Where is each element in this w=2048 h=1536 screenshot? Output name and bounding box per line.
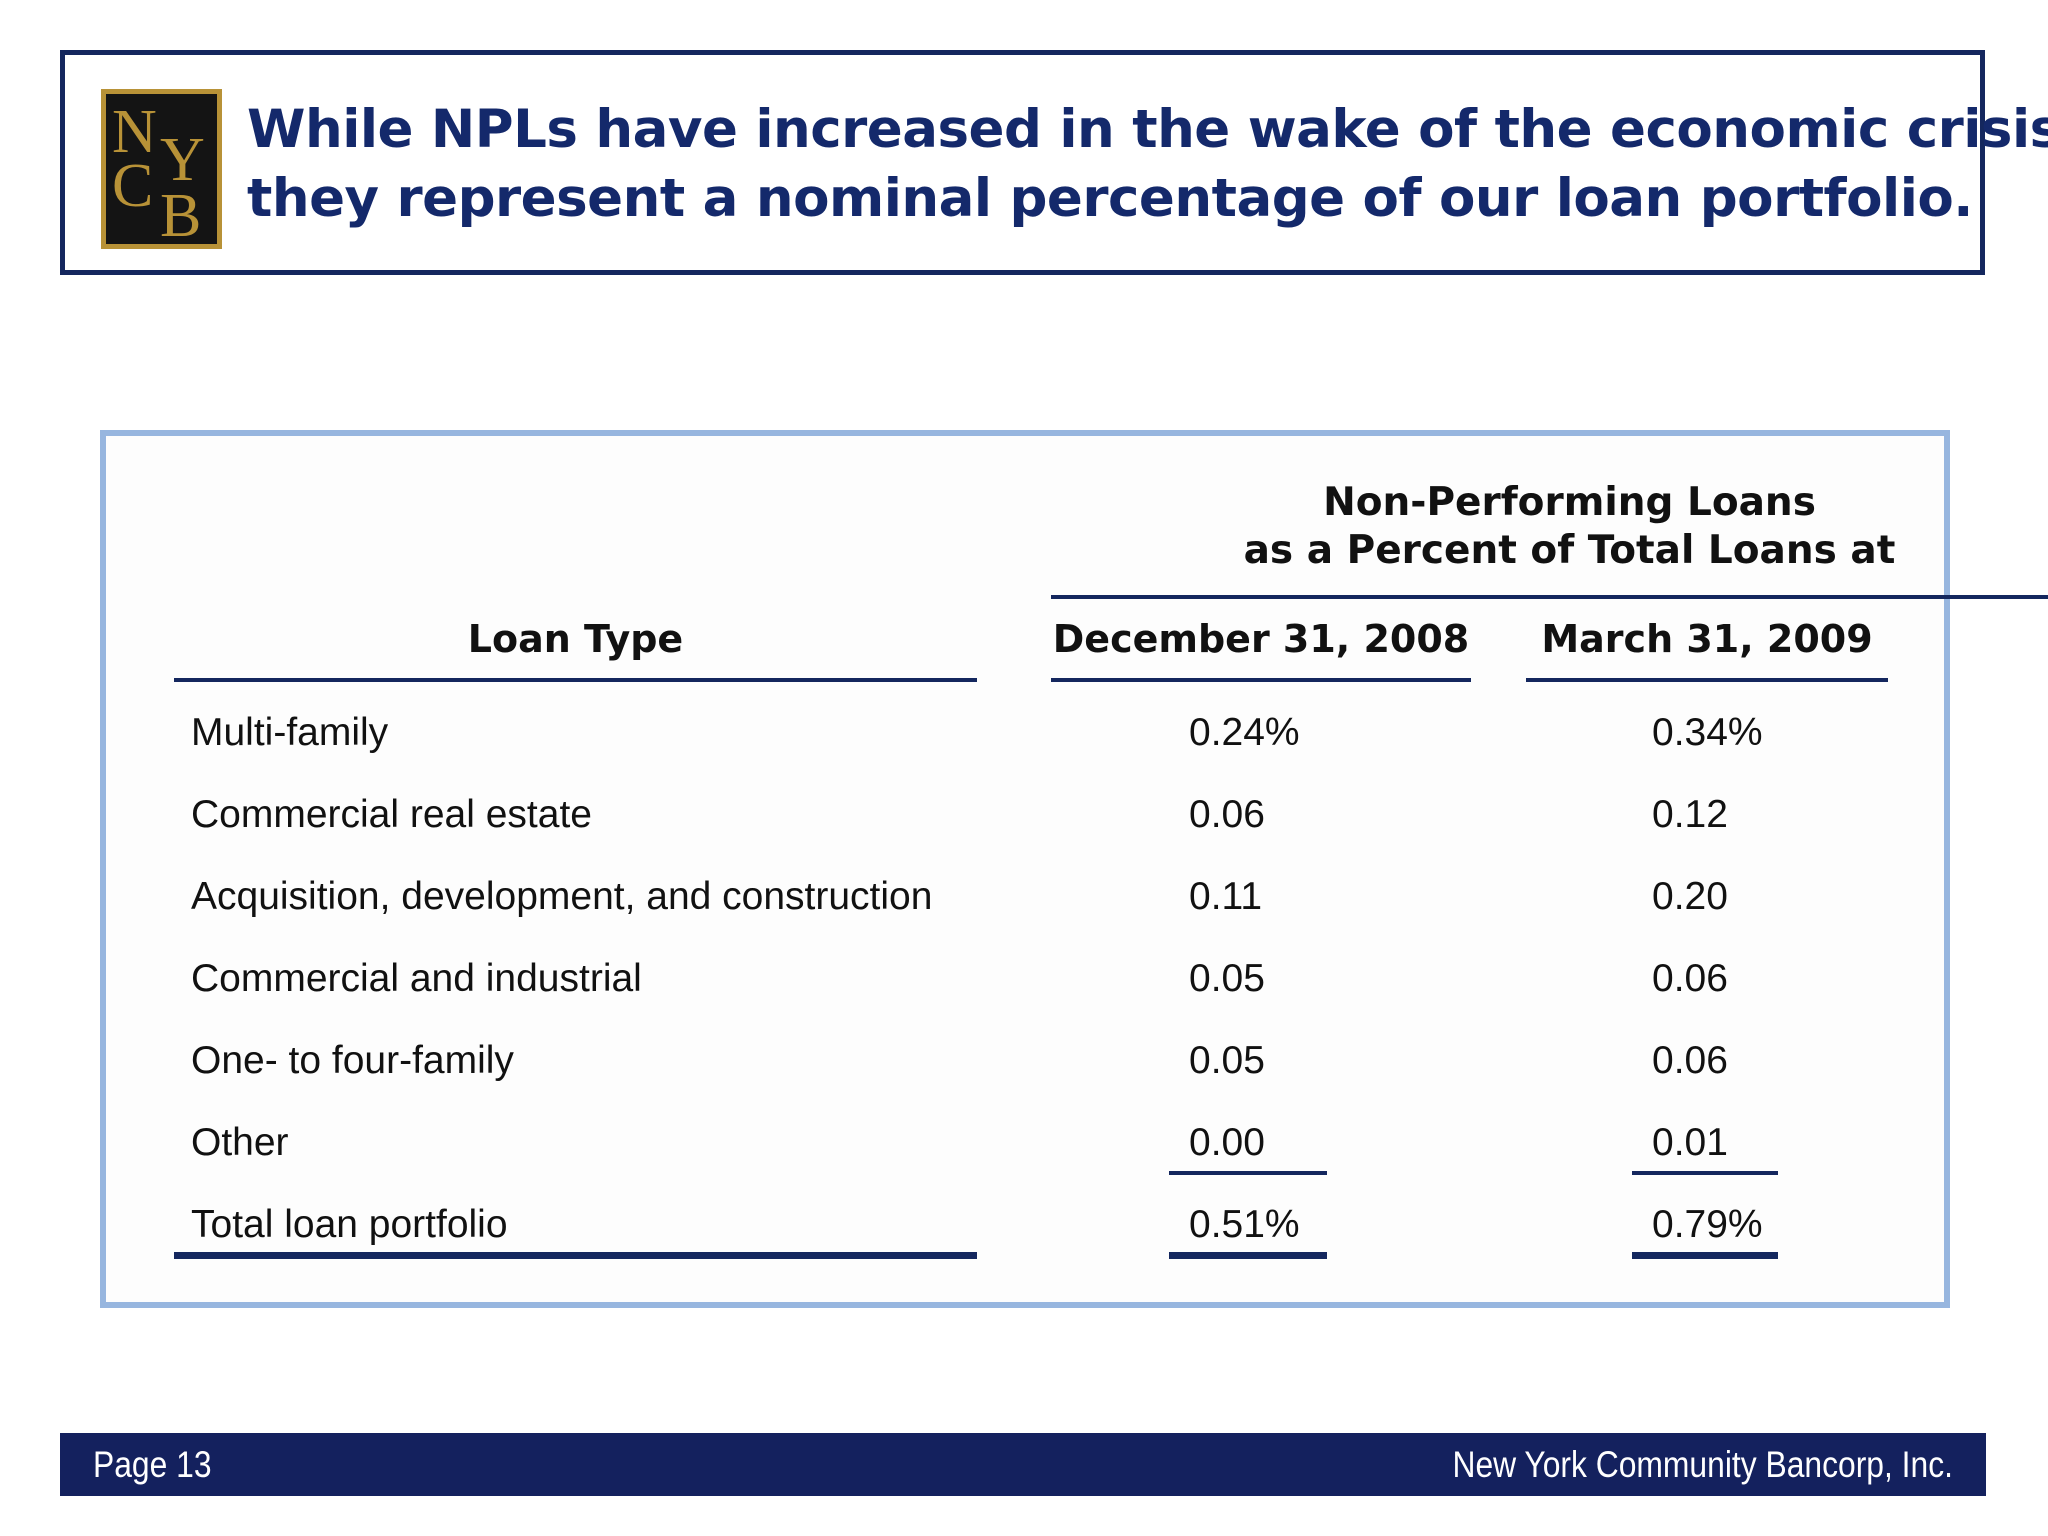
total-rule-dec-2008	[1169, 1252, 1327, 1259]
table-row-1-loan-type: Multi-family	[191, 711, 389, 754]
table-row-2-mar-2009: 0.12	[1652, 793, 1728, 836]
table-row-total-dec-2008: 0.51%	[1189, 1203, 1300, 1246]
table-row-5-dec-2008: 0.05	[1189, 1039, 1265, 1082]
column-header-rule-dec-2008	[1051, 678, 1471, 682]
table-row-3-mar-2009: 0.20	[1652, 875, 1728, 918]
group-header-rule	[1051, 595, 2048, 599]
svg-text:Y: Y	[160, 126, 205, 194]
table-row-2-dec-2008: 0.06	[1189, 793, 1265, 836]
table-group-header: Non-Performing Loans as a Percent of Tot…	[1051, 479, 2048, 575]
column-header-dec-2008: December 31, 2008	[1052, 617, 1470, 661]
column-header-loan-type: Loan Type	[467, 617, 684, 661]
table-row-3-dec-2008: 0.11	[1189, 875, 1263, 918]
slide-title-line-1: While NPLs have increased in the wake of…	[247, 99, 2048, 160]
group-header-line-2: as a Percent of Total Loans at	[1243, 528, 1896, 573]
column-header-rule-loan-type	[174, 678, 977, 682]
table-row-2-loan-type: Commercial real estate	[191, 793, 592, 836]
npl-table: Non-Performing Loans as a Percent of Tot…	[100, 430, 2048, 1308]
table-row-6-dec-2008: 0.00	[1189, 1121, 1265, 1164]
subtotal-rule-dec-2008	[1169, 1171, 1327, 1175]
page-number: Page 13	[93, 1444, 212, 1485]
column-header-mar-2009: March 31, 2009	[1541, 617, 1873, 661]
table-row-4-dec-2008: 0.05	[1189, 957, 1265, 1000]
slide-title: While NPLs have increased in the wake of…	[247, 95, 2048, 233]
nycb-logo: N Y C B	[101, 89, 222, 249]
total-rule-loan-type	[174, 1252, 977, 1259]
column-header-rule-mar-2009	[1526, 678, 1888, 682]
title-banner: N Y C B While NPLs have increased in the…	[60, 50, 2048, 275]
slide-title-line-2: they represent a nominal percentage of o…	[247, 168, 1973, 229]
table-row-3-loan-type: Acquisition, development, and constructi…	[191, 875, 933, 918]
table-row-4-loan-type: Commercial and industrial	[191, 957, 642, 1000]
table-row-6-loan-type: Other	[191, 1121, 289, 1164]
footer-bar: Page 13 New York Community Bancorp, Inc.	[60, 1433, 1986, 1496]
table-row-total-mar-2009: 0.79%	[1652, 1203, 1763, 1246]
table-row-5-loan-type: One- to four-family	[191, 1039, 514, 1082]
table-row-5-mar-2009: 0.06	[1652, 1039, 1728, 1082]
total-rule-mar-2009	[1632, 1252, 1778, 1259]
subtotal-rule-mar-2009	[1632, 1171, 1778, 1175]
svg-text:N: N	[112, 98, 157, 166]
table-row-1-mar-2009: 0.34%	[1652, 711, 1763, 754]
table-row-4-mar-2009: 0.06	[1652, 957, 1728, 1000]
table-row-1-dec-2008: 0.24%	[1189, 711, 1300, 754]
group-header-line-1: Non-Performing Loans	[1323, 480, 1816, 525]
table-row-6-mar-2009: 0.01	[1652, 1121, 1728, 1164]
company-name: New York Community Bancorp, Inc.	[1452, 1444, 1953, 1485]
svg-text:C: C	[112, 152, 153, 220]
table-row-total-loan-type: Total loan portfolio	[191, 1203, 508, 1246]
svg-text:B: B	[160, 182, 201, 244]
